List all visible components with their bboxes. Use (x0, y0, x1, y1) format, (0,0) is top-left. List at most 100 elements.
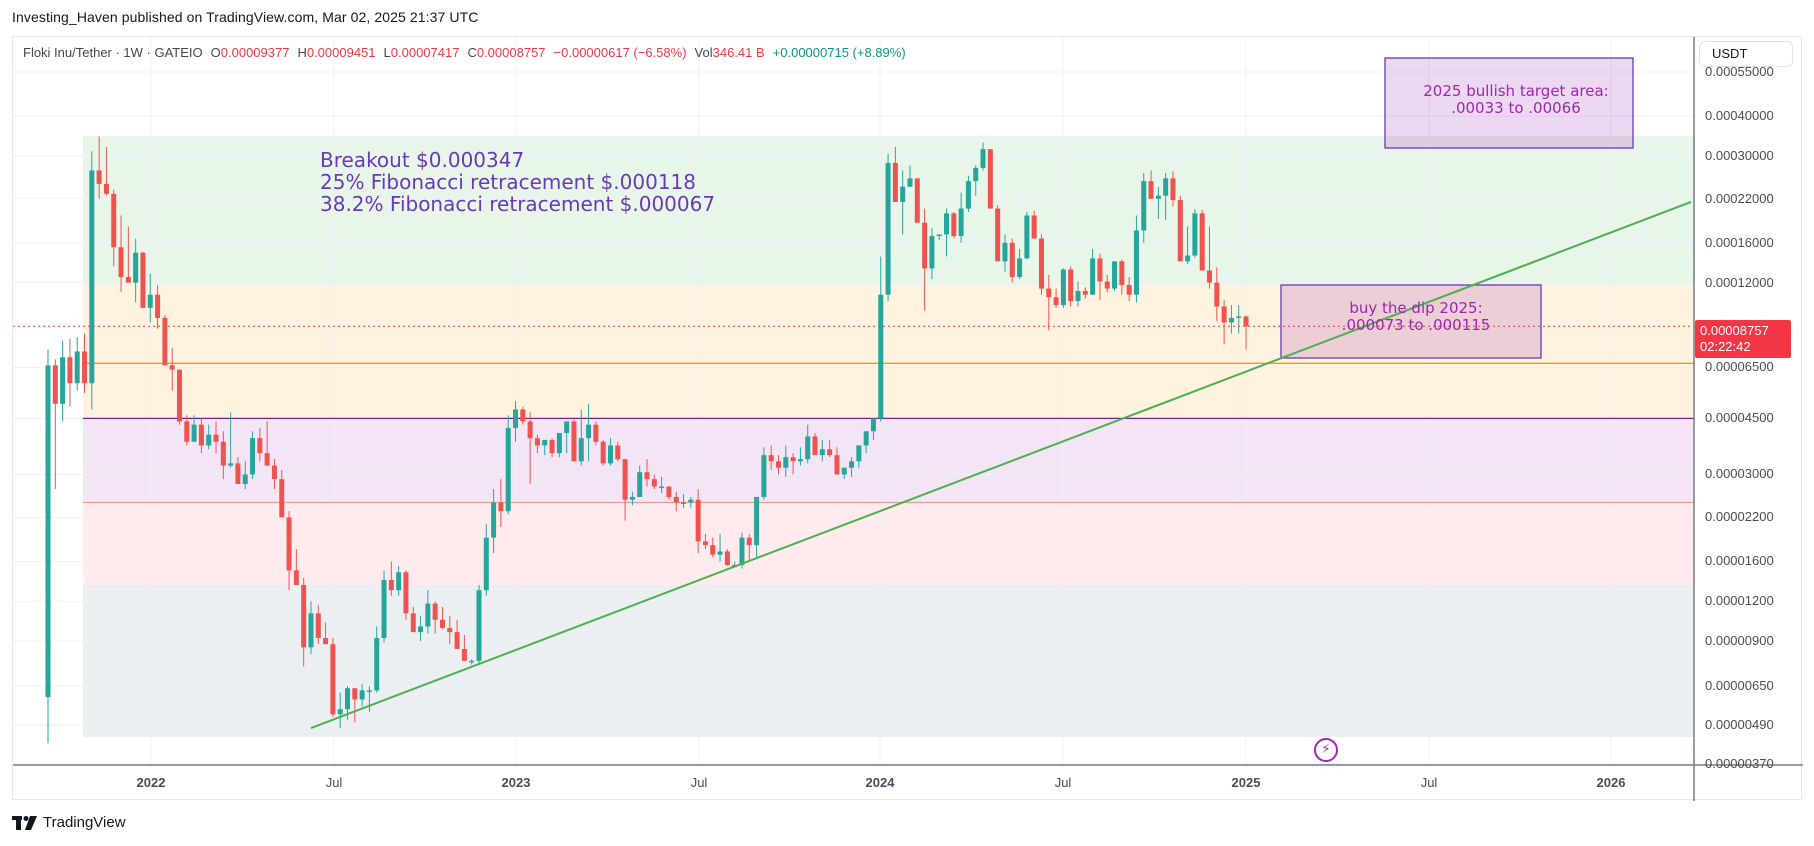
candle-body (827, 449, 833, 456)
candle-body (366, 690, 372, 692)
candle-body (206, 434, 212, 446)
time-tick-label: 2025 (1231, 775, 1261, 790)
symbol-title[interactable]: Floki Inu/Tether · 1W · GATEIO (23, 45, 203, 60)
candle-body (286, 517, 292, 571)
candle-body (1024, 215, 1030, 259)
candle-body (717, 551, 723, 555)
candle-body (914, 178, 920, 223)
time-tick-label: 2023 (501, 775, 531, 790)
target-area-box (1384, 57, 1634, 149)
candle-body (483, 537, 489, 591)
candle-body (995, 208, 1001, 262)
candle-body (1090, 258, 1096, 295)
time-tick-label: Jul (1054, 775, 1072, 790)
candle-body (74, 351, 80, 384)
price-tick-label: 0.00006500 (1705, 359, 1774, 375)
fibonacci-note[interactable]: Breakout $0.000347 25% Fibonacci retrace… (320, 148, 716, 216)
candle-body (264, 453, 270, 466)
candle-body (439, 619, 445, 628)
candle-body (724, 551, 730, 565)
candle-body (469, 660, 475, 663)
candle-body (936, 234, 942, 237)
price-tick-label: 0.00000370 (1705, 756, 1774, 772)
candle-body (885, 162, 891, 295)
time-tick-label: 2022 (136, 775, 166, 790)
price-tick-label: 0.00030000 (1705, 147, 1774, 163)
candle-body (45, 365, 51, 698)
candle-body (629, 496, 635, 500)
candle-body (1228, 317, 1234, 323)
candle-body (870, 418, 876, 432)
candle-body (374, 638, 380, 691)
time-tick-label: Jul (325, 775, 343, 790)
price-tick-label: 0.00001600 (1705, 553, 1774, 569)
candle-body (768, 455, 774, 462)
candle-body (410, 613, 416, 633)
candle-body (644, 472, 650, 480)
candle-body (454, 632, 460, 649)
candle-body (549, 439, 555, 454)
candle-body (111, 193, 117, 248)
candle-body (250, 438, 256, 475)
candle-body (293, 570, 299, 585)
candle-body (162, 317, 168, 366)
price-tick-label: 0.00001200 (1705, 593, 1774, 609)
candle-body (308, 613, 314, 648)
candle-body (118, 247, 124, 278)
chart-frame[interactable]: Floki Inu/Tether · 1W · GATEIO O0.000093… (12, 36, 1803, 801)
candle-body (213, 434, 219, 442)
candle-body (1053, 297, 1059, 306)
target-area-label[interactable]: 2025 bullish target area: .00033 to .000… (1423, 82, 1609, 117)
candle-body (155, 294, 161, 318)
candle-body (863, 431, 869, 446)
fib-zone-3 (83, 502, 1694, 585)
candle-body (819, 449, 825, 456)
candle-body (235, 463, 241, 485)
candle-body (279, 479, 285, 518)
candle-body (191, 424, 197, 442)
candle-body (1170, 178, 1176, 201)
candle-body (1243, 316, 1249, 327)
ohlc-legend: Floki Inu/Tether · 1W · GATEIO O0.000093… (23, 45, 906, 60)
candle-body (140, 252, 146, 308)
lightning-icon[interactable]: ⚡ (1314, 738, 1338, 762)
candle-body (578, 438, 584, 462)
candle-body (198, 424, 204, 446)
candle-body (1214, 282, 1220, 307)
high-value: 0.00009451 (306, 45, 376, 60)
candle-body (973, 167, 979, 182)
candle-body (739, 537, 745, 565)
tradingview-logo[interactable]: TradingView (12, 814, 126, 831)
candle-body (878, 294, 884, 419)
candle-body (1177, 200, 1183, 262)
candle-body (564, 421, 570, 433)
candle-body (600, 441, 606, 464)
candle-body (89, 170, 95, 384)
candle-body (125, 277, 131, 283)
candle-body (103, 183, 109, 194)
candle-body (447, 627, 453, 633)
candle-body (607, 445, 613, 464)
buy-dip-label[interactable]: buy the dip 2025: .000073 to .000115 (1341, 299, 1491, 334)
candle-body (527, 421, 533, 439)
candle-body (491, 502, 497, 538)
candle-body (710, 545, 716, 555)
candle-body (834, 455, 840, 475)
fib-zone-4 (83, 584, 1694, 737)
candlestick-chart[interactable] (13, 37, 1803, 801)
time-tick-label: Jul (690, 775, 708, 790)
candle-body (849, 461, 855, 468)
candle-body (681, 502, 687, 504)
time-tick-label: 2024 (865, 775, 895, 790)
currency-button[interactable]: USDT (1699, 41, 1793, 67)
price-tick-label: 0.00000650 (1705, 678, 1774, 694)
price-tick-label: 0.00002200 (1705, 509, 1774, 525)
candle-body (805, 436, 811, 460)
candle-body (1104, 281, 1110, 289)
candle-body (96, 170, 102, 184)
candle-body (1185, 255, 1191, 262)
price-tick-label: 0.00022000 (1705, 190, 1774, 206)
price-tick-label: 0.00000900 (1705, 633, 1774, 649)
candle-body (958, 208, 964, 237)
price-tick-label: 0.00003000 (1705, 466, 1774, 482)
